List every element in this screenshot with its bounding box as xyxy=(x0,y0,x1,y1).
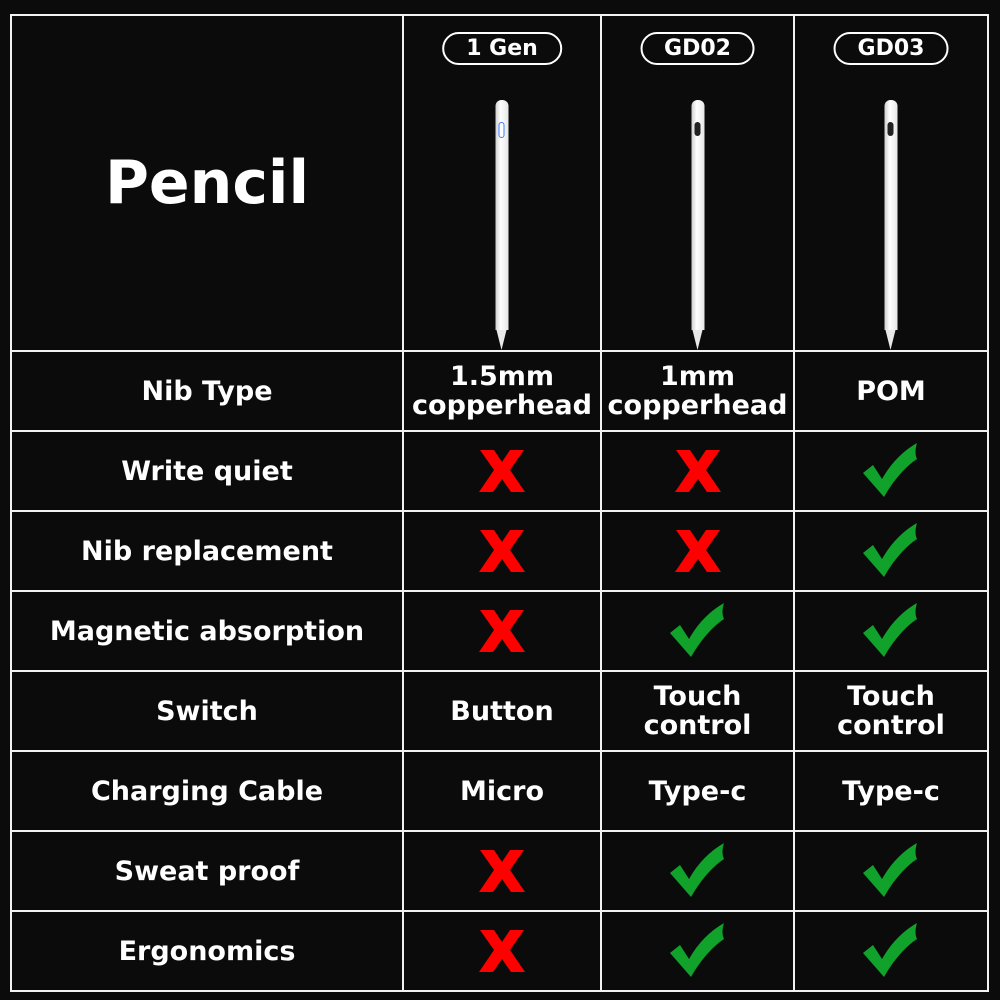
button-indicator xyxy=(887,122,894,136)
value-cell xyxy=(793,430,989,512)
model-label: 1 Gen xyxy=(442,32,562,65)
row-label: Sweat proof xyxy=(10,830,404,912)
row-label: Ergonomics xyxy=(10,910,404,992)
button-indicator xyxy=(498,122,505,138)
value-cell: Micro xyxy=(402,750,602,832)
value-cell: Type-c xyxy=(793,750,989,832)
table-row: Sweat proof xyxy=(10,830,989,912)
value-cell: Touch control xyxy=(793,670,989,752)
cross-icon xyxy=(479,450,525,492)
row-label: Nib replacement xyxy=(10,510,404,592)
cross-icon xyxy=(479,850,525,892)
table-row: Charging Cable Micro Type-c Type-c xyxy=(10,750,989,832)
model-label: GD03 xyxy=(833,32,949,65)
check-icon xyxy=(669,843,724,897)
table-row: Nib Type 1.5mm copperhead 1mm copperhead PO… xyxy=(10,350,989,432)
value-cell xyxy=(600,510,795,592)
row-label: Charging Cable xyxy=(10,750,404,832)
check-icon xyxy=(863,923,917,977)
value-cell xyxy=(402,510,602,592)
check-icon xyxy=(863,843,917,897)
value-cell xyxy=(793,510,989,592)
title-cell: Pencil xyxy=(10,14,404,352)
model-header-1gen: 1 Gen xyxy=(402,14,602,352)
model-label: GD02 xyxy=(640,32,755,65)
value-cell: Button xyxy=(402,670,602,752)
page-title: Pencil xyxy=(104,148,310,218)
row-label: Nib Type xyxy=(10,350,404,432)
table-row: Switch Button Touch control Touch control xyxy=(10,670,989,752)
row-label: Switch xyxy=(10,670,404,752)
header-row: Pencil 1 Gen GD02 GD03 xyxy=(10,14,989,352)
model-header-gd03: GD03 xyxy=(793,14,989,352)
value-cell: POM xyxy=(793,350,989,432)
stylus-image xyxy=(884,100,898,350)
value-cell: Touch control xyxy=(600,670,795,752)
button-indicator xyxy=(694,122,700,136)
stylus-image xyxy=(691,100,704,350)
check-icon xyxy=(669,923,724,977)
table-row: Ergonomics xyxy=(10,910,989,992)
value-cell xyxy=(402,430,602,512)
check-icon xyxy=(669,603,724,657)
cross-icon xyxy=(674,450,721,492)
value-cell xyxy=(600,910,795,992)
value-cell xyxy=(793,830,989,912)
cross-icon xyxy=(479,530,525,572)
table-row: Write quiet xyxy=(10,430,989,512)
table-row: Nib replacement xyxy=(10,510,989,592)
value-cell: Type-c xyxy=(600,750,795,832)
value-cell xyxy=(402,910,602,992)
check-icon xyxy=(863,443,917,497)
value-cell xyxy=(402,590,602,672)
value-cell xyxy=(793,590,989,672)
cross-icon xyxy=(479,610,525,652)
value-cell: 1mm copperhead xyxy=(600,350,795,432)
value-cell xyxy=(600,830,795,912)
model-header-gd02: GD02 xyxy=(600,14,795,352)
value-cell xyxy=(402,830,602,912)
table-row: Magnetic absorption xyxy=(10,590,989,672)
check-icon xyxy=(863,603,917,657)
cross-icon xyxy=(479,930,525,972)
value-cell xyxy=(600,590,795,672)
cross-icon xyxy=(674,530,721,572)
value-cell xyxy=(793,910,989,992)
comparison-table: Pencil 1 Gen GD02 GD03 Nib Type 1.5mm cop… xyxy=(10,14,989,992)
stylus-image xyxy=(495,100,509,350)
value-cell xyxy=(600,430,795,512)
row-label: Magnetic absorption xyxy=(10,590,404,672)
check-icon xyxy=(863,523,917,577)
row-label: Write quiet xyxy=(10,430,404,512)
value-cell: 1.5mm copperhead xyxy=(402,350,602,432)
